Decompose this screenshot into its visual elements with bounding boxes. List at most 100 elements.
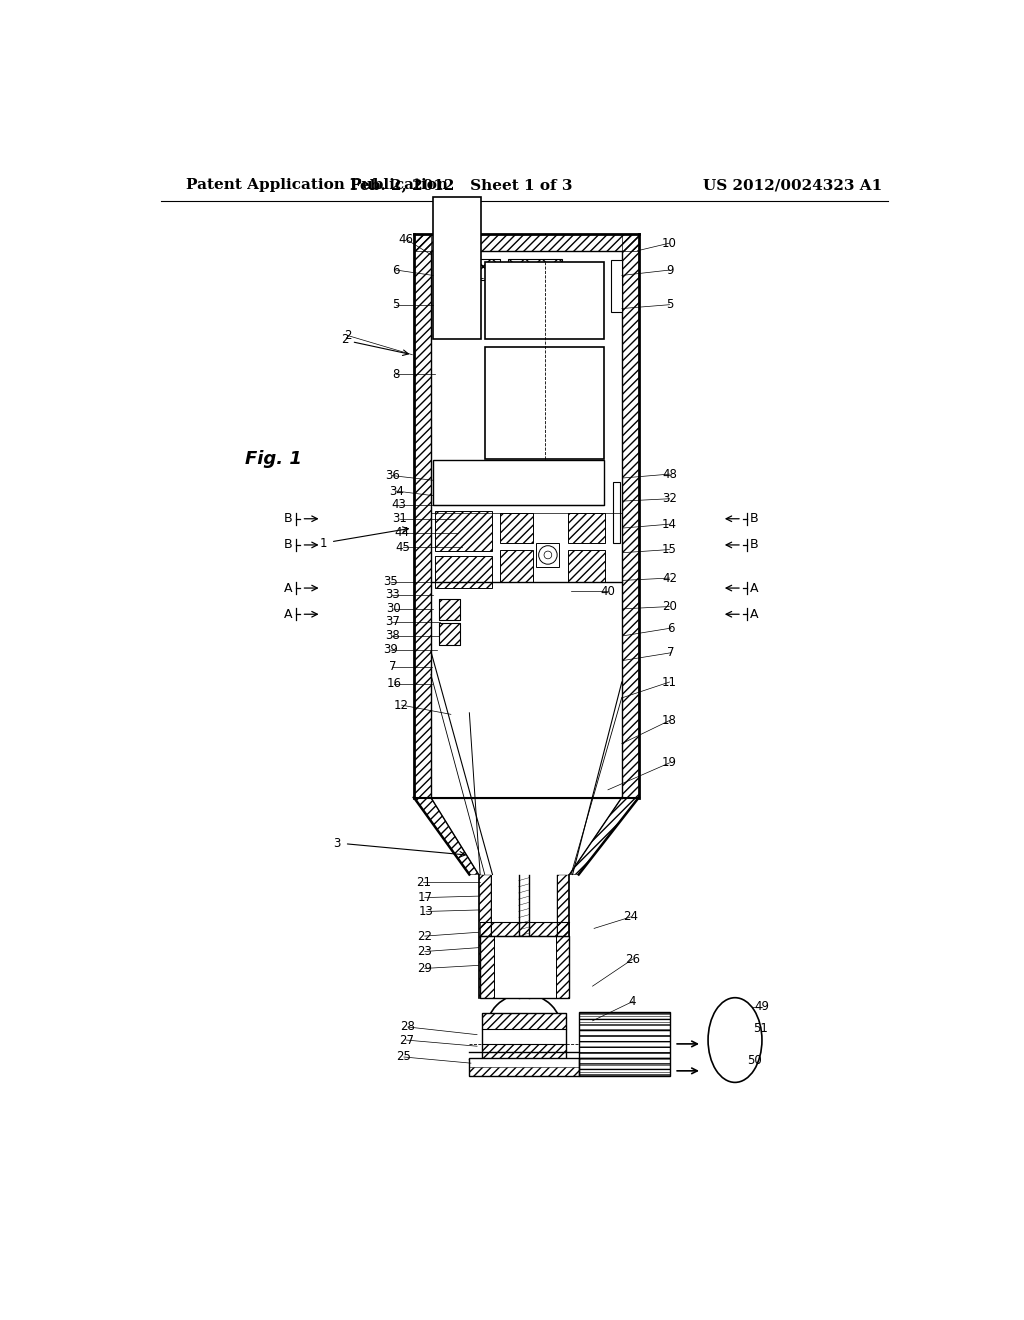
- Text: 9: 9: [666, 264, 674, 277]
- Text: 11: 11: [663, 676, 677, 689]
- Bar: [469, 1067, 579, 1076]
- Text: 44: 44: [394, 527, 410, 539]
- Bar: [438, 599, 460, 620]
- Text: 48: 48: [663, 467, 677, 480]
- Text: 19: 19: [663, 756, 677, 770]
- Bar: [433, 197, 481, 339]
- Text: Patent Application Publication: Patent Application Publication: [186, 178, 449, 193]
- Text: 37: 37: [385, 615, 399, 628]
- Text: A: A: [284, 582, 293, 594]
- Text: 46: 46: [398, 232, 414, 246]
- Bar: [438, 623, 460, 645]
- Text: 29: 29: [417, 962, 432, 975]
- Text: 50: 50: [746, 1055, 762, 1068]
- Bar: [556, 936, 569, 998]
- Bar: [480, 936, 569, 998]
- Text: 38: 38: [385, 630, 399, 643]
- Bar: [480, 923, 569, 936]
- Bar: [622, 234, 639, 797]
- Text: 15: 15: [663, 543, 677, 556]
- Bar: [438, 599, 460, 620]
- Bar: [435, 556, 493, 589]
- Text: 28: 28: [400, 1020, 415, 1034]
- Text: A: A: [750, 582, 759, 594]
- Text: B: B: [750, 512, 759, 525]
- Text: 33: 33: [385, 589, 399, 602]
- Bar: [438, 623, 460, 645]
- Bar: [568, 512, 605, 544]
- Text: 26: 26: [625, 953, 640, 966]
- Text: A: A: [750, 607, 759, 620]
- Text: 51: 51: [753, 1022, 768, 1035]
- Text: B: B: [750, 539, 759, 552]
- Bar: [481, 1044, 566, 1059]
- Text: B: B: [284, 512, 293, 525]
- Text: 30: 30: [386, 602, 401, 615]
- Text: 32: 32: [663, 492, 677, 506]
- Text: 12: 12: [394, 698, 410, 711]
- Text: 34: 34: [389, 484, 403, 498]
- Bar: [433, 461, 604, 506]
- Text: 17: 17: [417, 891, 432, 904]
- Bar: [414, 234, 431, 797]
- Bar: [612, 482, 621, 544]
- Bar: [500, 549, 532, 582]
- Bar: [484, 347, 604, 459]
- Text: B: B: [284, 539, 293, 552]
- Text: 42: 42: [663, 572, 677, 585]
- Bar: [435, 511, 493, 552]
- Text: 5: 5: [666, 298, 673, 312]
- Text: 7: 7: [389, 660, 396, 673]
- Ellipse shape: [708, 998, 762, 1082]
- Text: 25: 25: [396, 1051, 412, 1064]
- Text: 24: 24: [624, 911, 639, 924]
- Text: 10: 10: [663, 236, 677, 249]
- Text: 5: 5: [392, 298, 400, 312]
- Text: 6: 6: [392, 264, 400, 277]
- Text: 14: 14: [663, 517, 677, 531]
- Bar: [480, 936, 494, 998]
- Text: Fig. 1: Fig. 1: [245, 450, 301, 467]
- Text: 4: 4: [629, 995, 636, 1008]
- Text: 22: 22: [417, 929, 432, 942]
- Text: 43: 43: [391, 499, 406, 511]
- Bar: [469, 1057, 579, 1076]
- Text: 18: 18: [663, 714, 677, 727]
- Text: 8: 8: [392, 367, 400, 380]
- Text: A: A: [284, 607, 293, 620]
- Text: 7: 7: [668, 647, 675, 659]
- Text: 35: 35: [383, 576, 398, 589]
- Bar: [557, 875, 569, 998]
- Text: 45: 45: [395, 541, 411, 554]
- Text: 39: 39: [383, 643, 398, 656]
- Bar: [481, 1014, 566, 1028]
- Text: 16: 16: [386, 677, 401, 690]
- Text: 3: 3: [333, 837, 341, 850]
- Text: 6: 6: [668, 622, 675, 635]
- Bar: [500, 512, 532, 544]
- Text: 20: 20: [663, 601, 677, 612]
- Text: 23: 23: [417, 945, 432, 958]
- Text: 49: 49: [755, 1001, 769, 1014]
- Text: 21: 21: [416, 875, 431, 888]
- Text: 2: 2: [344, 329, 351, 342]
- Text: US 2012/0024323 A1: US 2012/0024323 A1: [703, 178, 883, 193]
- Text: 1: 1: [319, 537, 327, 550]
- Bar: [611, 260, 622, 313]
- Bar: [508, 259, 562, 280]
- Bar: [414, 234, 639, 251]
- Text: 36: 36: [385, 469, 399, 482]
- Text: 31: 31: [392, 512, 408, 525]
- Bar: [537, 544, 559, 566]
- Text: 13: 13: [419, 906, 434, 917]
- Bar: [454, 259, 500, 280]
- Bar: [481, 1014, 566, 1059]
- Text: Feb. 2, 2012   Sheet 1 of 3: Feb. 2, 2012 Sheet 1 of 3: [350, 178, 572, 193]
- Bar: [478, 875, 490, 998]
- Text: 40: 40: [600, 585, 615, 598]
- Text: 27: 27: [398, 1034, 414, 1047]
- Text: 2: 2: [341, 333, 348, 346]
- Bar: [484, 263, 604, 339]
- Bar: [568, 549, 605, 582]
- Bar: [579, 1011, 670, 1076]
